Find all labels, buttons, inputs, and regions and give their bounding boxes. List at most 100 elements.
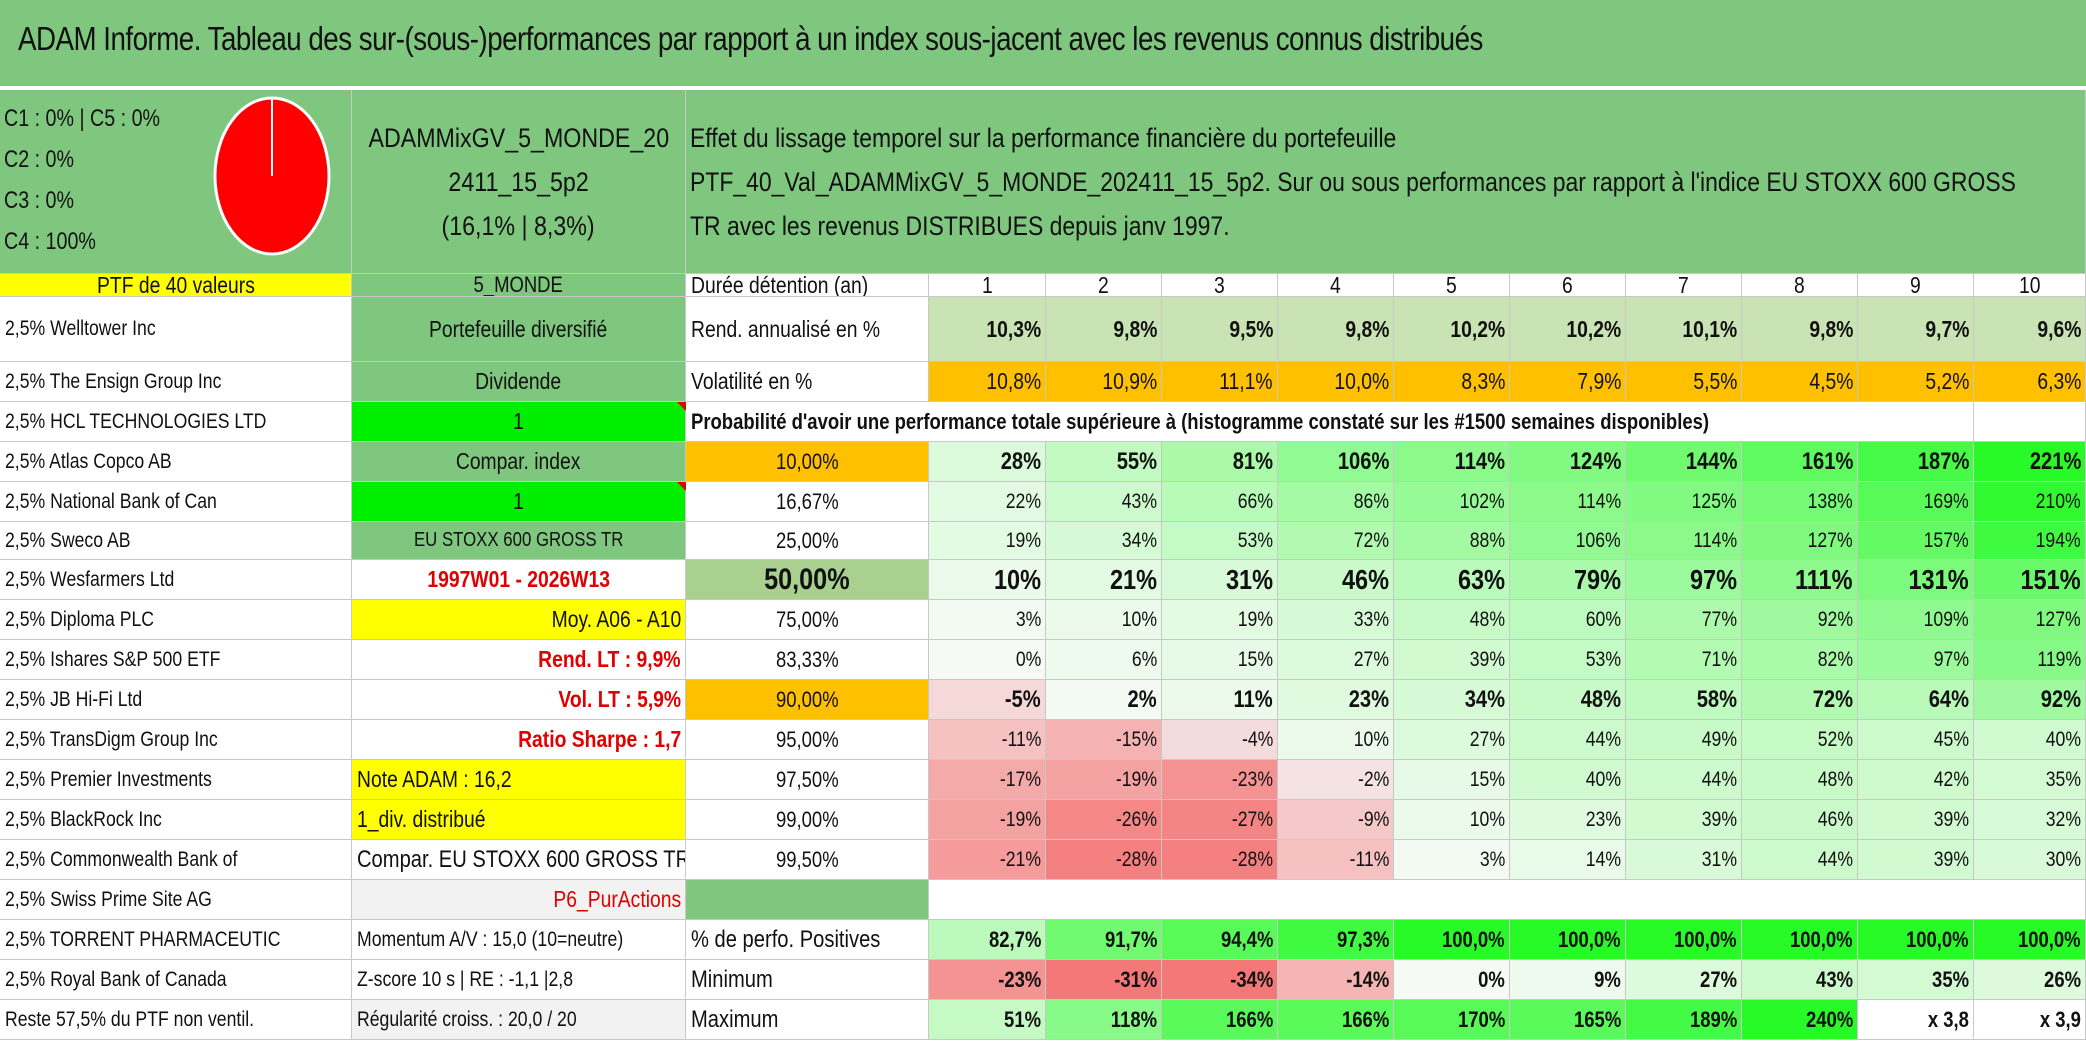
quantile-value-text: 42% xyxy=(1933,767,1969,791)
quantile-value-text: 81% xyxy=(1232,447,1273,475)
rend-label: Rend. annualisé en % xyxy=(686,297,929,362)
quantile-value: 43% xyxy=(1046,482,1162,522)
year-header-text: 2 xyxy=(1098,274,1109,297)
year-header: 2 xyxy=(1046,274,1162,297)
quantile-label: 99,50% xyxy=(686,840,929,880)
quantile-value-text: 31% xyxy=(1701,847,1737,871)
quantile-value-text: 15% xyxy=(1469,767,1505,791)
rend-value: 9,7% xyxy=(1858,297,1974,362)
rend-value: 10,2% xyxy=(1394,297,1510,362)
quantile-value: 88% xyxy=(1394,522,1510,560)
holding-row-text: 2,5% Royal Bank of Canada xyxy=(5,967,227,991)
info-cell: Moy. A06 - A10 xyxy=(352,600,686,640)
vol-value: 10,0% xyxy=(1278,362,1394,402)
info-cell: Compar. EU STOXX 600 GROSS TR xyxy=(352,840,686,880)
holding-row-text: 2,5% Sweco AB xyxy=(5,528,131,552)
summary-value: 170% xyxy=(1394,1000,1510,1040)
vol-value-text: 7,9% xyxy=(1576,368,1621,394)
quantile-value: -26% xyxy=(1046,800,1162,840)
summary-label-text: Maximum xyxy=(691,1005,779,1033)
holding-row-text: 2,5% The Ensign Group Inc xyxy=(5,369,222,393)
holding-row: 2,5% Commonwealth Bank of xyxy=(0,840,352,880)
quantile-value: 0% xyxy=(929,640,1046,680)
quantile-value: 45% xyxy=(1858,720,1974,760)
rend-value: 9,8% xyxy=(1742,297,1858,362)
quantile-value-text: 77% xyxy=(1701,607,1737,631)
quantile-value: 114% xyxy=(1626,522,1742,560)
quantile-value-text: 10% xyxy=(993,563,1041,595)
summary-label: % de perfo. Positives xyxy=(686,920,929,960)
title-text: ADAM Informe. Tableau des sur-(sous-)per… xyxy=(18,20,1483,57)
quantile-value: 44% xyxy=(1626,760,1742,800)
quantile-value: -4% xyxy=(1162,720,1278,760)
quantile-value: -15% xyxy=(1046,720,1162,760)
quantile-value-text: 119% xyxy=(2037,647,2081,671)
rend-value-text: 9,8% xyxy=(1112,315,1157,342)
info-cell: Régularité croiss. : 20,0 / 20 xyxy=(352,1000,686,1040)
quantile-value-text: 28% xyxy=(1000,447,1041,475)
vol-value: 5,2% xyxy=(1858,362,1974,402)
quantile-label-text: 75,00% xyxy=(775,606,839,632)
quantile-value: 63% xyxy=(1394,560,1510,600)
quantile-value: 39% xyxy=(1394,640,1510,680)
quantile-value-text: 3% xyxy=(1479,847,1505,871)
quantile-value: 97% xyxy=(1626,560,1742,600)
quantile-value-text: 97% xyxy=(1933,647,1969,671)
summary-label-text: Minimum xyxy=(691,965,773,993)
quantile-value: 42% xyxy=(1858,760,1974,800)
summary-value-text: -31% xyxy=(1113,966,1157,992)
quantile-value-text: 114% xyxy=(1577,489,1621,513)
quantile-value: -21% xyxy=(929,840,1046,880)
rend-value-text: 10,2% xyxy=(1450,315,1505,342)
summary-value-text: 100,0% xyxy=(1790,926,1853,952)
quantile-value: 28% xyxy=(929,442,1046,482)
summary-value-text: 43% xyxy=(1816,966,1853,992)
quantile-value-text: 52% xyxy=(1817,727,1853,751)
vol-value-text: 10,8% xyxy=(986,368,1041,394)
summary-value: 118% xyxy=(1046,1000,1162,1040)
quantile-value-text: 27% xyxy=(1469,727,1505,751)
summary-value-text: 97,3% xyxy=(1336,926,1389,952)
info-cell: 1997W01 - 2026W13 xyxy=(352,560,686,600)
vol-value: 5,5% xyxy=(1626,362,1742,402)
quantile-value: 210% xyxy=(1974,482,2086,522)
summary-value-text: 27% xyxy=(1700,966,1737,992)
year-header: 1 xyxy=(929,274,1046,297)
info-cell-text: Régularité croiss. : 20,0 / 20 xyxy=(357,1007,577,1031)
quantile-value-text: -4% xyxy=(1241,727,1273,751)
quantile-value: 31% xyxy=(1626,840,1742,880)
rend-value: 9,8% xyxy=(1278,297,1394,362)
summary-value-text: 0% xyxy=(1478,966,1505,992)
quantile-value: 44% xyxy=(1510,720,1626,760)
quantile-value: 64% xyxy=(1858,680,1974,720)
quantile-label-text: 90,00% xyxy=(775,686,839,712)
quantile-value: 102% xyxy=(1394,482,1510,522)
holding-row: 2,5% Welltower Inc xyxy=(0,297,352,362)
quantile-value: 109% xyxy=(1858,600,1974,640)
quantile-value: 82% xyxy=(1742,640,1858,680)
vol-value: 6,3% xyxy=(1974,362,2086,402)
quantile-value: 106% xyxy=(1278,442,1394,482)
portfolio-name-line: ADAMMixGV_5_MONDE_20 xyxy=(368,122,669,153)
quantile-value: 46% xyxy=(1742,800,1858,840)
summary-value: -34% xyxy=(1162,960,1278,1000)
holding-row: 2,5% JB Hi-Fi Ltd xyxy=(0,680,352,720)
year-header: 7 xyxy=(1626,274,1742,297)
summary-value: 9% xyxy=(1510,960,1626,1000)
year-header-text: 9 xyxy=(1910,274,1921,297)
quantile-value-text: 106% xyxy=(1337,447,1389,475)
summary-value-text: 166% xyxy=(1341,1006,1389,1032)
quantile-value-text: 39% xyxy=(1469,647,1505,671)
quantile-value-text: 71% xyxy=(1701,647,1737,671)
info-cell-text: Compar. index xyxy=(456,448,581,474)
info-cell: EU STOXX 600 GROSS TR xyxy=(352,522,686,560)
quantile-value: 127% xyxy=(1974,600,2086,640)
quantile-value-text: -19% xyxy=(999,807,1041,831)
quantile-value-text: 109% xyxy=(1923,607,1969,631)
duration-label: Durée détention (an) xyxy=(686,274,929,297)
quantile-value-text: 106% xyxy=(1575,528,1621,552)
quantile-value: 46% xyxy=(1278,560,1394,600)
vol-value-text: 6,3% xyxy=(2036,368,2081,394)
year-header-text: 7 xyxy=(1678,274,1689,297)
